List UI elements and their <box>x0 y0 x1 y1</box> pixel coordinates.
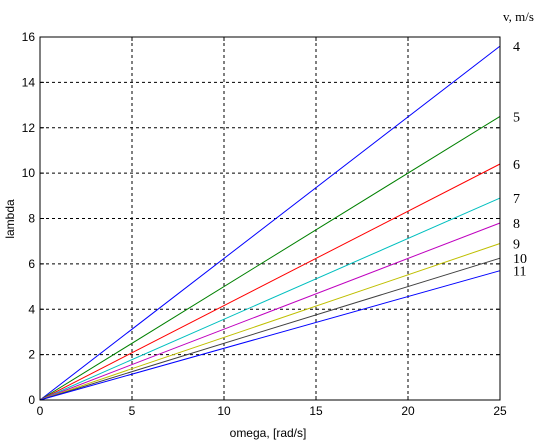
series-line-6 <box>39 163 501 401</box>
grid <box>40 37 500 400</box>
y-tick-label: 12 <box>22 121 36 135</box>
series-label-11: 11 <box>513 265 526 280</box>
series-label-9: 9 <box>513 237 520 252</box>
series-line-4 <box>39 45 501 401</box>
series-label-7: 7 <box>513 192 520 207</box>
series-label-4: 4 <box>513 40 520 55</box>
y-tick-label: 8 <box>28 212 35 226</box>
y-tick-label: 6 <box>28 257 35 271</box>
y-tick-label: 0 <box>28 393 35 407</box>
y-axis-label: lambda <box>3 199 17 239</box>
series-line-8 <box>39 222 501 401</box>
series-label-5: 5 <box>513 110 520 125</box>
x-axis-label: omega, [rad/s] <box>230 426 307 440</box>
ticks: 0 5 10 15 20 25 0 2 4 6 8 10 12 14 16 <box>22 30 507 418</box>
y-tick-label: 2 <box>28 348 35 362</box>
legend-title: v, m/s <box>503 9 534 24</box>
y-tick-label: 16 <box>22 30 36 44</box>
x-tick-label: 5 <box>129 404 136 418</box>
series-line-10 <box>39 257 501 401</box>
x-tick-label: 20 <box>401 404 415 418</box>
series-line-11 <box>39 270 501 401</box>
series-line-7 <box>39 197 501 401</box>
x-tick-label: 0 <box>37 404 44 418</box>
series-label-6: 6 <box>513 158 520 173</box>
x-tick-label: 25 <box>493 404 507 418</box>
series-line-9 <box>39 243 501 401</box>
series-label-8: 8 <box>513 217 520 232</box>
series-line-5 <box>39 115 501 401</box>
x-tick-label: 10 <box>217 404 231 418</box>
y-tick-label: 4 <box>28 302 35 316</box>
series-label-10: 10 <box>513 252 527 267</box>
y-tick-label: 14 <box>22 75 36 89</box>
series-lines <box>39 45 501 401</box>
x-tick-label: 15 <box>309 404 323 418</box>
y-tick-label: 10 <box>22 166 36 180</box>
